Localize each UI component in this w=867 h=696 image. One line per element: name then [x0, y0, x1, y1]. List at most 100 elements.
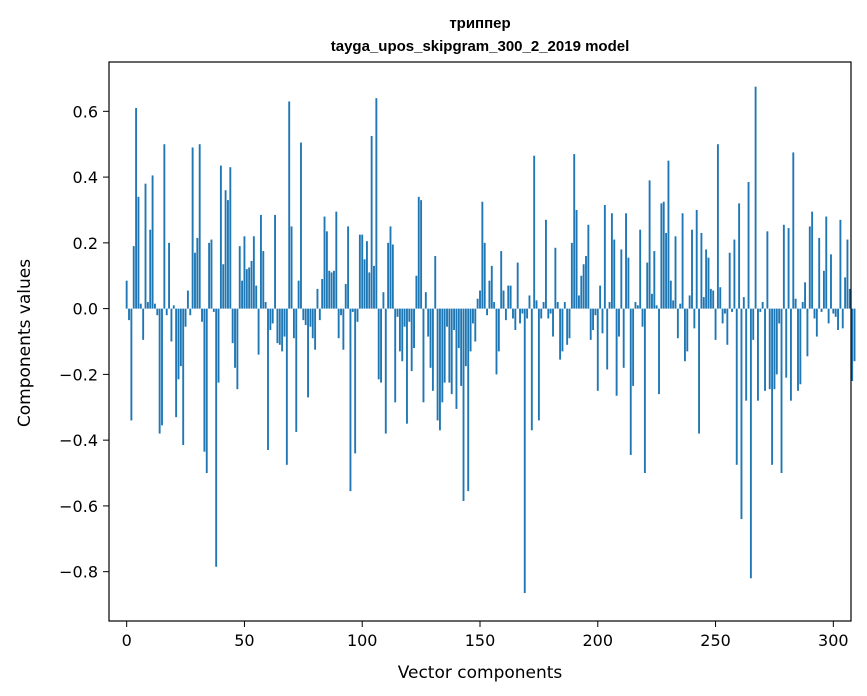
- bar-3: [132, 246, 135, 309]
- bars-group: [125, 86, 856, 594]
- bar-34: [205, 308, 208, 474]
- bar-52: [248, 267, 251, 309]
- bar-142: [460, 308, 463, 386]
- x-tick-label: 0: [122, 631, 132, 650]
- bar-241: [693, 308, 696, 329]
- bar-155: [490, 265, 493, 309]
- bar-128: [427, 308, 430, 337]
- bar-9: [146, 302, 149, 309]
- bar-110: [384, 308, 387, 434]
- bar-234: [676, 308, 679, 339]
- bar-156: [493, 302, 496, 309]
- bar-221: [646, 262, 649, 309]
- bar-215: [632, 308, 635, 386]
- y-tick-label: 0.0: [73, 300, 98, 319]
- bar-31: [198, 144, 201, 309]
- bar-137: [448, 308, 451, 383]
- bar-274: [771, 308, 774, 465]
- bar-300: [832, 308, 835, 314]
- bar-104: [370, 135, 373, 309]
- bar-260: [738, 203, 741, 309]
- bar-286: [799, 308, 802, 385]
- bar-273: [768, 308, 771, 390]
- bar-178: [545, 219, 547, 309]
- bar-224: [653, 251, 656, 309]
- y-axis-ticks: −0.8 −0.6 −0.4 −0.2 0.0 0.2 0.4 0.6: [59, 102, 109, 582]
- bar-13: [156, 308, 159, 316]
- bar-216: [634, 302, 637, 309]
- bar-126: [422, 308, 425, 403]
- bar-6: [139, 303, 142, 309]
- bar-68: [285, 308, 288, 465]
- bar-278: [780, 308, 783, 474]
- bar-113: [391, 244, 394, 309]
- bar-308: [851, 308, 854, 381]
- bar-175: [537, 308, 540, 421]
- bar-64: [276, 308, 279, 344]
- bar-56: [257, 308, 260, 355]
- bar-169: [523, 308, 526, 594]
- bar-39: [217, 308, 220, 383]
- bar-255: [726, 308, 729, 345]
- bar-25: [184, 308, 187, 327]
- bar-263: [745, 308, 748, 401]
- bar-130: [431, 308, 434, 391]
- bar-223: [651, 293, 653, 309]
- bar-174: [535, 300, 538, 309]
- bar-35: [208, 242, 211, 309]
- bar-134: [441, 308, 444, 403]
- bar-257: [731, 308, 733, 312]
- bar-101: [363, 259, 366, 309]
- bar-44: [229, 167, 232, 309]
- bar-303: [839, 219, 842, 309]
- bar-193: [580, 275, 583, 309]
- y-tick-label: −0.4: [59, 431, 98, 450]
- bar-36: [210, 239, 213, 309]
- bar-162: [507, 285, 510, 309]
- bar-119: [406, 308, 408, 424]
- bar-206: [610, 213, 613, 309]
- bar-59: [264, 302, 267, 309]
- bar-124: [417, 196, 420, 309]
- bar-237: [683, 308, 686, 362]
- bar-158: [497, 308, 500, 352]
- bar-135: [443, 308, 446, 383]
- bar-53: [250, 260, 253, 309]
- x-tick-label: 300: [818, 631, 849, 650]
- bar-37: [212, 308, 215, 312]
- bar-86: [328, 270, 331, 309]
- bar-181: [552, 308, 554, 337]
- bar-276: [775, 308, 778, 375]
- bar-28: [191, 147, 194, 309]
- bar-235: [679, 303, 682, 309]
- bar-205: [608, 302, 611, 309]
- bar-42: [224, 190, 227, 309]
- bar-93: [344, 283, 347, 309]
- bar-15: [161, 308, 163, 426]
- bar-167: [519, 308, 521, 324]
- bar-30: [196, 237, 199, 309]
- bar-191: [575, 209, 578, 309]
- bar-214: [629, 308, 632, 455]
- bar-102: [365, 241, 368, 309]
- bar-164: [512, 308, 514, 319]
- bar-72: [295, 308, 298, 432]
- bar-115: [396, 308, 399, 317]
- bar-114: [394, 308, 397, 403]
- bar-94: [347, 226, 350, 309]
- bar-293: [815, 308, 818, 337]
- bar-271: [764, 308, 766, 391]
- bar-154: [488, 280, 491, 309]
- bar-74: [300, 142, 302, 309]
- x-tick-label: 200: [583, 631, 614, 650]
- bar-305: [844, 277, 847, 309]
- bar-282: [789, 308, 792, 401]
- bar-226: [658, 308, 660, 395]
- bar-62: [271, 308, 274, 324]
- bar-267: [754, 86, 757, 309]
- bar-189: [570, 242, 573, 309]
- bar-245: [702, 297, 705, 309]
- bar-183: [556, 302, 559, 309]
- bar-144: [464, 308, 467, 367]
- bar-97: [354, 308, 357, 454]
